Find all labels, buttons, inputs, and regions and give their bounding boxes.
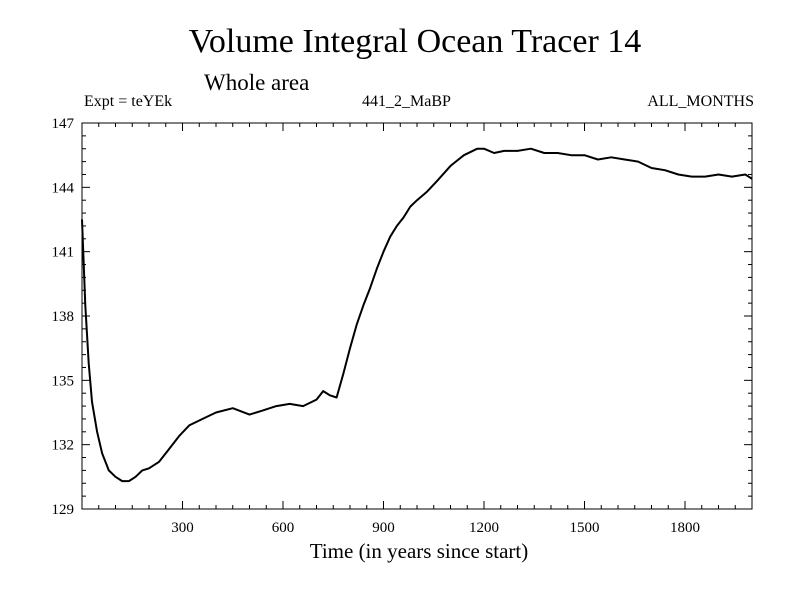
- chart-title: Volume Integral Ocean Tracer 14: [188, 23, 642, 60]
- x-axis: 300 600 900 1200 1500 1800: [81, 123, 753, 536]
- x-tick-label: 600: [272, 520, 295, 536]
- plot-frame: [81, 122, 753, 510]
- y-tick-label: 132: [52, 438, 75, 454]
- x-tick-label: 900: [372, 520, 395, 536]
- y-tick-label: 135: [52, 373, 75, 389]
- x-tick-label: 1500: [570, 520, 600, 536]
- y-tick-label: 129: [52, 502, 75, 518]
- y-tick-label: 144: [52, 180, 75, 196]
- x-tick-label: 300: [171, 520, 194, 536]
- x-tick-label: 1800: [670, 520, 700, 536]
- y-tick-label: 147: [52, 116, 75, 132]
- experiment-label: Expt = teYEk: [84, 93, 173, 110]
- y-axis: 129 132 135 138 141 144 147: [52, 116, 752, 518]
- x-axis-title: Time (in years since start): [310, 539, 529, 563]
- series-line: [81, 147, 753, 483]
- y-tick-label: 138: [52, 309, 75, 325]
- y-tick-label: 141: [52, 245, 75, 261]
- run-id-label: 441_2_MaBP: [362, 93, 451, 110]
- months-label: ALL_MONTHS: [647, 93, 754, 110]
- chart-subtitle: Whole area: [204, 70, 310, 95]
- x-tick-label: 1200: [469, 520, 499, 536]
